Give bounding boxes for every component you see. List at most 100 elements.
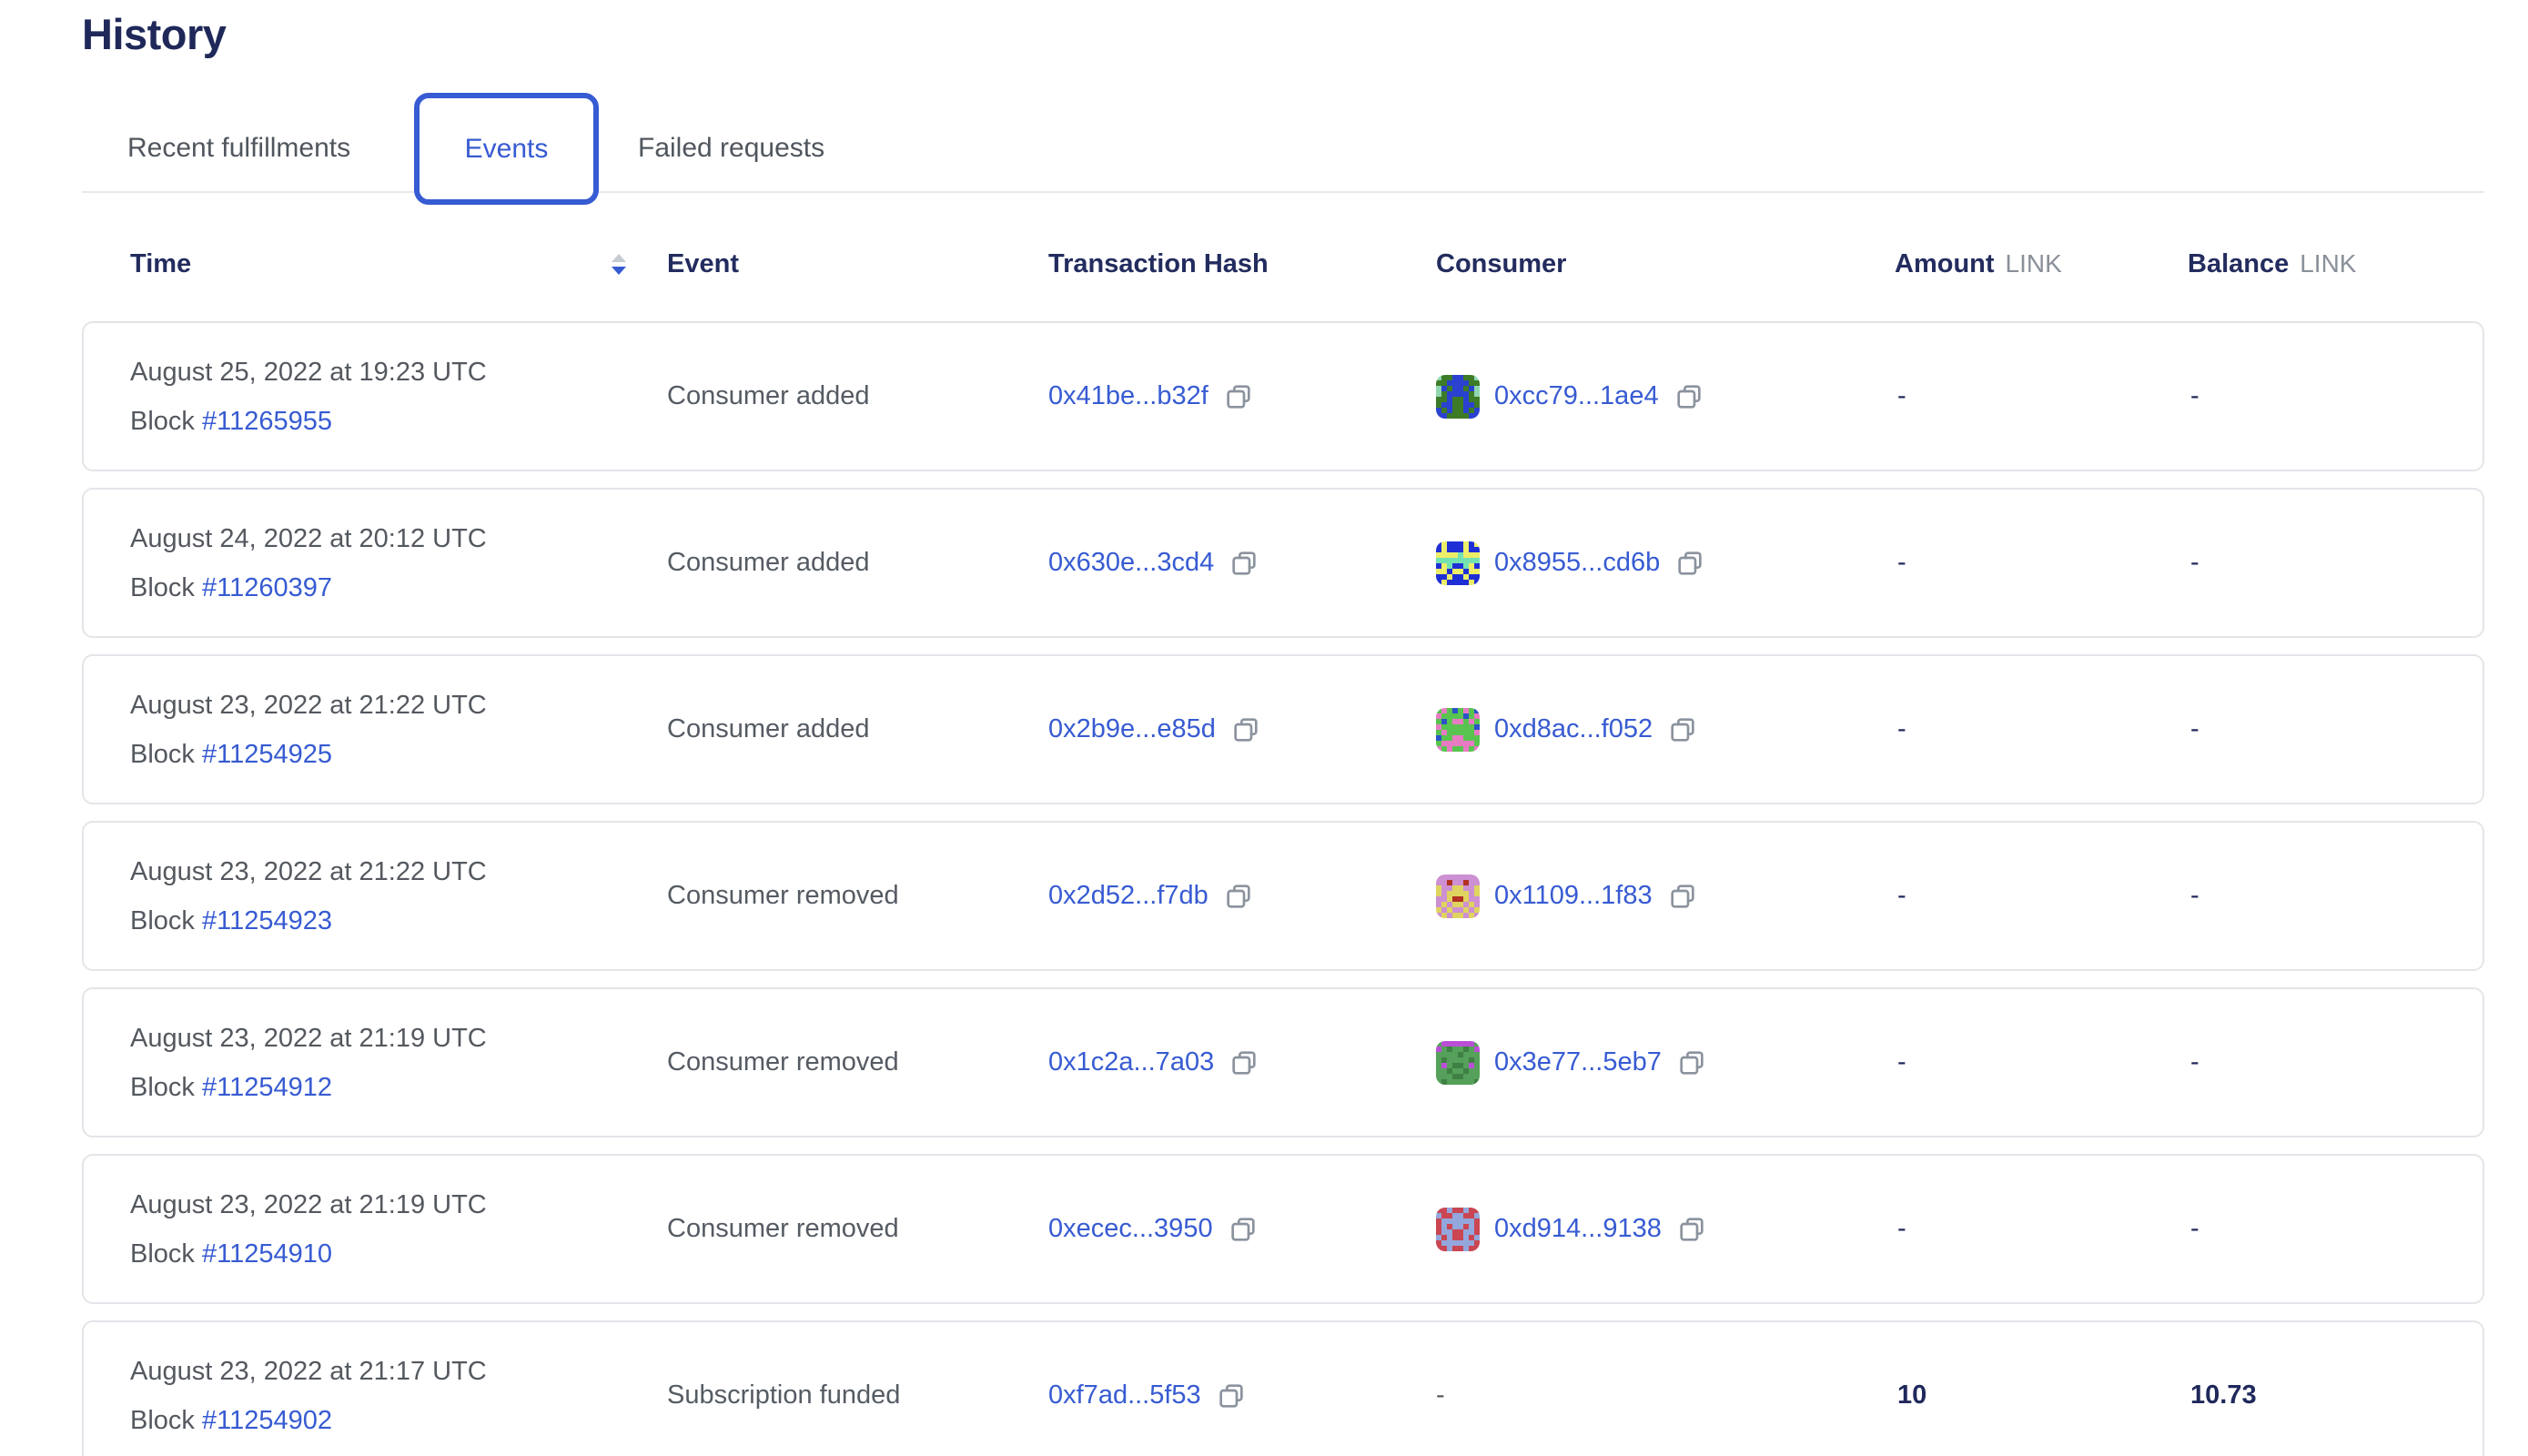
tab-recent-fulfillments[interactable]: Recent fulfillments <box>127 133 351 163</box>
block-link[interactable]: #11260397 <box>201 572 332 602</box>
amount-value: 10 <box>1897 1380 1927 1410</box>
balance-value: - <box>2190 548 2199 577</box>
time-cell: August 23, 2022 at 21:22 UTC Block #1125… <box>130 823 487 969</box>
tx-hash-cell: 0x630e...3cd4 <box>1048 490 1259 636</box>
tx-hash-copy-icon[interactable] <box>1230 714 1261 745</box>
page-title: History <box>82 10 227 58</box>
balance-cell: - <box>2190 823 2199 969</box>
amount-value: - <box>1897 881 1906 910</box>
tx-hash-link[interactable]: 0xf7ad...5f53 <box>1048 1380 1201 1410</box>
balance-cell: - <box>2190 323 2199 470</box>
time-cell: August 25, 2022 at 19:23 UTC Block #1126… <box>130 323 487 470</box>
consumer-cell: 0x3e77...5eb7 <box>1436 989 1707 1136</box>
consumer-cell: - <box>1436 1322 1445 1456</box>
column-header-event: Event <box>667 248 739 278</box>
event-cell: Subscription funded <box>667 1322 900 1456</box>
tab-failed-requests[interactable]: Failed requests <box>638 133 825 163</box>
amount-unit-label: LINK <box>2005 249 2062 278</box>
amount-value: - <box>1897 1047 1906 1077</box>
tx-hash-link[interactable]: 0x630e...3cd4 <box>1048 548 1215 577</box>
sort-up-arrow <box>612 253 626 262</box>
event-cell: Consumer removed <box>667 823 899 969</box>
block-link[interactable]: #11254923 <box>201 905 332 935</box>
events-table: August 25, 2022 at 19:23 UTC Block #1126… <box>82 321 2484 1456</box>
time-cell: August 23, 2022 at 21:19 UTC Block #1125… <box>130 1156 487 1302</box>
row-date: August 23, 2022 at 21:22 UTC <box>130 690 487 720</box>
sort-descending-icon[interactable] <box>612 237 626 291</box>
block-label: Block <box>130 905 202 935</box>
balance-value: 10.73 <box>2190 1380 2257 1410</box>
tx-hash-link[interactable]: 0xecec...3950 <box>1048 1214 1213 1243</box>
row-date: August 23, 2022 at 21:17 UTC <box>130 1356 487 1386</box>
amount-value: - <box>1897 381 1906 410</box>
tx-hash-link[interactable]: 0x41be...b32f <box>1048 381 1208 410</box>
amount-cell: - <box>1897 1156 1906 1302</box>
consumer-link[interactable]: 0xd8ac...f052 <box>1494 714 1653 743</box>
block-link[interactable]: #11254902 <box>201 1405 332 1435</box>
event-label: Consumer removed <box>667 1214 899 1243</box>
consumer-copy-icon[interactable] <box>1667 714 1698 745</box>
consumer-cell: 0xd914...9138 <box>1436 1156 1707 1302</box>
consumer-link[interactable]: 0x3e77...5eb7 <box>1494 1047 1662 1077</box>
amount-cell: - <box>1897 490 1906 636</box>
event-label: Subscription funded <box>667 1380 901 1410</box>
column-header-time[interactable]: Time <box>130 248 192 278</box>
table-row: August 23, 2022 at 21:17 UTC Block #1125… <box>82 1320 2484 1456</box>
block-link[interactable]: #11254910 <box>201 1239 332 1269</box>
balance-unit-label: LINK <box>2300 249 2357 278</box>
block-line: Block #11254923 <box>130 905 332 936</box>
consumer-link[interactable]: 0x1109...1f83 <box>1494 881 1653 910</box>
amount-header-label: Amount <box>1895 248 1995 278</box>
row-date: August 24, 2022 at 20:12 UTC <box>130 523 487 553</box>
consumer-copy-icon[interactable] <box>1676 1214 1707 1245</box>
table-header: Time Event Transaction Hash Consumer Amo… <box>82 237 2484 291</box>
tx-hash-copy-icon[interactable] <box>1223 381 1254 412</box>
amount-value: - <box>1897 548 1906 577</box>
event-label: Consumer added <box>667 381 870 410</box>
row-date: August 25, 2022 at 19:23 UTC <box>130 357 487 387</box>
block-link[interactable]: #11254925 <box>201 739 332 769</box>
tx-hash-copy-icon[interactable] <box>1223 881 1254 912</box>
consumer-link: - <box>1436 1380 1445 1410</box>
consumer-identicon <box>1436 374 1480 419</box>
consumer-copy-icon[interactable] <box>1674 548 1705 579</box>
tx-hash-link[interactable]: 0x2d52...f7db <box>1048 881 1208 910</box>
consumer-copy-icon[interactable] <box>1674 381 1704 412</box>
block-label: Block <box>130 1072 202 1102</box>
tx-hash-link[interactable]: 0x1c2a...7a03 <box>1048 1047 1215 1077</box>
balance-value: - <box>2190 714 2199 743</box>
block-link[interactable]: #11265955 <box>201 406 332 436</box>
column-header-transaction-hash: Transaction Hash <box>1048 248 1269 278</box>
block-line: Block #11254902 <box>130 1405 332 1436</box>
balance-cell: - <box>2190 490 2199 636</box>
tx-hash-copy-icon[interactable] <box>1229 548 1259 579</box>
amount-cell: 10 <box>1897 1322 1926 1456</box>
event-label: Consumer added <box>667 714 870 743</box>
balance-header-label: Balance <box>2188 248 2290 278</box>
tx-hash-copy-icon[interactable] <box>1216 1380 1247 1411</box>
balance-value: - <box>2190 1214 2199 1243</box>
balance-cell: - <box>2190 656 2199 803</box>
consumer-identicon <box>1436 1040 1480 1085</box>
consumer-copy-icon[interactable] <box>1676 1047 1707 1078</box>
consumer-link[interactable]: 0xcc79...1ae4 <box>1494 381 1659 410</box>
tab-bar: Recent fulfillments Events Failed reques… <box>0 91 2528 206</box>
tx-hash-copy-icon[interactable] <box>1228 1214 1259 1245</box>
block-line: Block #11254925 <box>130 739 332 770</box>
balance-value: - <box>2190 881 2199 910</box>
tx-hash-link[interactable]: 0x2b9e...e85d <box>1048 714 1216 743</box>
tab-events[interactable]: Events <box>414 93 599 205</box>
consumer-cell: 0xd8ac...f052 <box>1436 656 1698 803</box>
consumer-identicon <box>1436 707 1480 752</box>
block-link[interactable]: #11254912 <box>201 1072 332 1102</box>
column-header-balance: Balance LINK <box>2188 237 2356 291</box>
tx-hash-cell: 0xf7ad...5f53 <box>1048 1322 1247 1456</box>
consumer-copy-icon[interactable] <box>1667 881 1698 912</box>
table-row: August 23, 2022 at 21:22 UTC Block #1125… <box>82 654 2484 804</box>
consumer-link[interactable]: 0xd914...9138 <box>1494 1214 1662 1243</box>
balance-value: - <box>2190 1047 2199 1077</box>
consumer-link[interactable]: 0x8955...cd6b <box>1494 548 1661 577</box>
tx-hash-copy-icon[interactable] <box>1229 1047 1259 1078</box>
block-label: Block <box>130 1405 202 1435</box>
